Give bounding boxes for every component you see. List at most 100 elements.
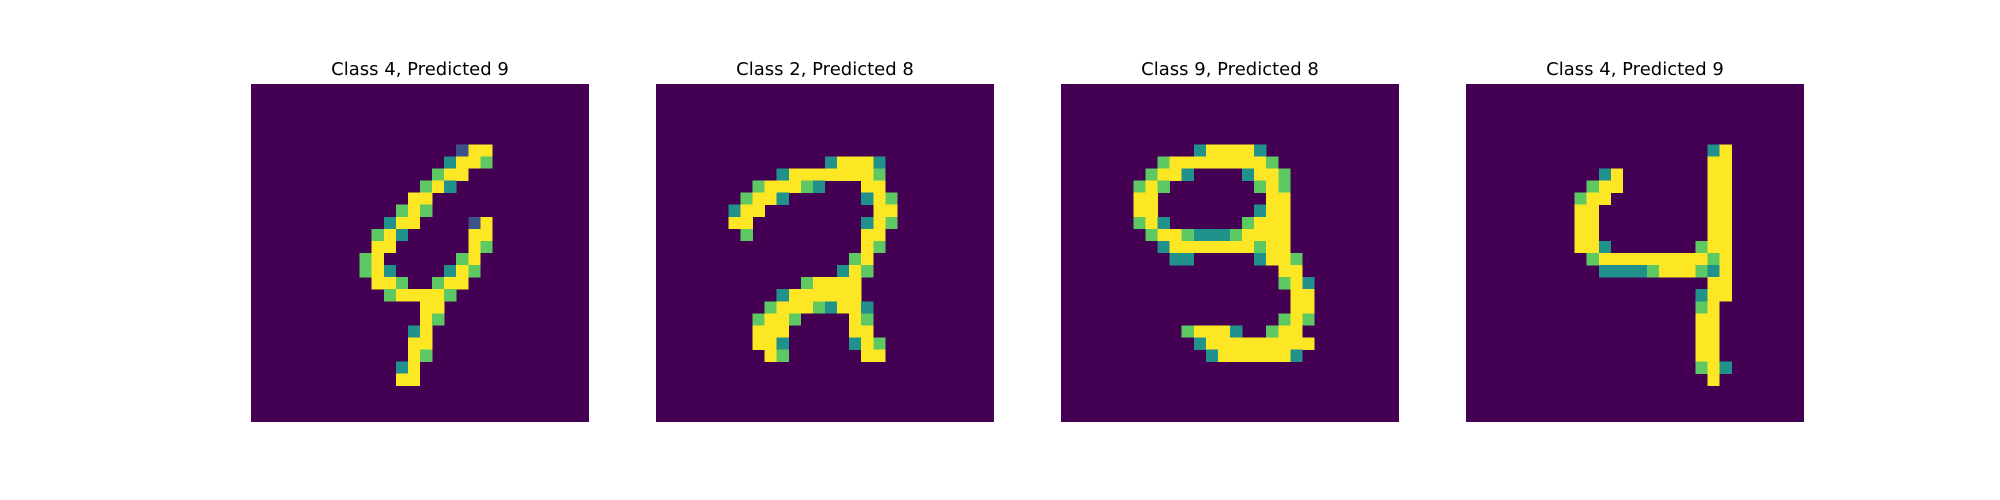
pixel: [1278, 253, 1291, 266]
pixel: [1254, 204, 1267, 218]
pixel: [1157, 168, 1170, 181]
pixel: [764, 192, 777, 205]
pixel: [740, 192, 753, 205]
digit-image: [1466, 84, 1804, 422]
pixel: [407, 373, 421, 387]
pixel: [1610, 180, 1624, 193]
pixel: [444, 156, 457, 169]
pixel: [740, 228, 753, 242]
pixel: [420, 313, 433, 326]
pixel: [1719, 156, 1732, 169]
pixel: [383, 240, 397, 254]
digit-image: [656, 84, 994, 422]
pixel: [420, 301, 433, 314]
pixel: [849, 337, 862, 350]
pixel: [776, 325, 790, 338]
pixel: [800, 289, 814, 302]
pixel: [1719, 265, 1732, 278]
pixel: [1610, 265, 1624, 278]
pixel: [752, 313, 765, 326]
pixel: [1278, 168, 1291, 181]
pixel: [1169, 240, 1182, 254]
pixel: [1278, 265, 1291, 278]
pixel: [1719, 180, 1732, 193]
pixel: [849, 325, 862, 338]
pixel: [1242, 216, 1255, 230]
pixel: [1719, 168, 1732, 181]
pixel: [1193, 337, 1207, 350]
pixel: [371, 228, 385, 242]
pixel: [812, 301, 826, 314]
pixel: [1181, 168, 1195, 181]
pixel: [1278, 204, 1291, 218]
pixel: [1707, 253, 1720, 266]
pixel: [1647, 253, 1660, 266]
pixel: [1622, 253, 1636, 266]
pixel: [752, 337, 765, 350]
pixel: [861, 253, 874, 266]
pixel: [1586, 216, 1600, 230]
pixel: [752, 204, 765, 218]
pixel: [1290, 337, 1303, 350]
pixel: [1695, 253, 1708, 266]
pixel: [752, 192, 765, 205]
pixel: [873, 156, 886, 169]
pixel: [444, 180, 457, 193]
panel-title: Class 9, Predicted 8: [1141, 59, 1319, 80]
pixel: [1254, 144, 1267, 157]
pixel: [825, 289, 838, 302]
pixel: [1695, 361, 1708, 374]
pixel: [1193, 240, 1207, 254]
pixel: [837, 277, 850, 290]
pixel: [812, 180, 826, 193]
pixel: [1302, 313, 1315, 326]
pixel: [776, 180, 790, 193]
pixel: [837, 289, 850, 302]
pixel: [1205, 240, 1219, 254]
pixel: [1169, 156, 1182, 169]
pixel: [1647, 265, 1660, 278]
pixel: [1145, 180, 1158, 193]
pixel: [825, 156, 838, 169]
pixel: [1707, 289, 1720, 302]
pixel: [395, 216, 409, 230]
pixel: [1635, 265, 1648, 278]
pixel: [371, 253, 385, 266]
pixel: [1278, 313, 1291, 326]
pixel: [1193, 144, 1207, 157]
pixel: [885, 204, 898, 218]
pixel: [1659, 265, 1672, 278]
pixel: [1230, 337, 1243, 350]
pixel: [1254, 240, 1267, 254]
pixel: [861, 216, 874, 230]
pixel: [1157, 156, 1170, 169]
pixel: [752, 180, 765, 193]
pixel: [873, 349, 886, 362]
pixel: [1695, 301, 1708, 314]
pixel: [1217, 337, 1231, 350]
pixel: [480, 156, 493, 169]
pixel: [395, 289, 409, 302]
pixel: [861, 313, 874, 326]
pixel: [420, 192, 433, 205]
pixel: [1266, 349, 1279, 362]
pixel: [1217, 228, 1231, 242]
pixel: [420, 349, 433, 362]
pixel: [849, 168, 862, 181]
pixel: [1266, 204, 1279, 218]
pixel: [1707, 192, 1720, 205]
pixel: [873, 204, 886, 218]
pixel: [1169, 168, 1182, 181]
pixel: [1707, 204, 1720, 218]
pixel: [1133, 180, 1146, 193]
pixel: [812, 289, 826, 302]
pixel: [1278, 240, 1291, 254]
pixel: [885, 192, 898, 205]
pixel: [1695, 289, 1708, 302]
pixel: [1290, 349, 1303, 362]
pixel: [861, 301, 874, 314]
pixel: [1254, 349, 1267, 362]
pixel: [849, 289, 862, 302]
pixel: [1133, 216, 1146, 230]
pixel: [432, 313, 445, 326]
